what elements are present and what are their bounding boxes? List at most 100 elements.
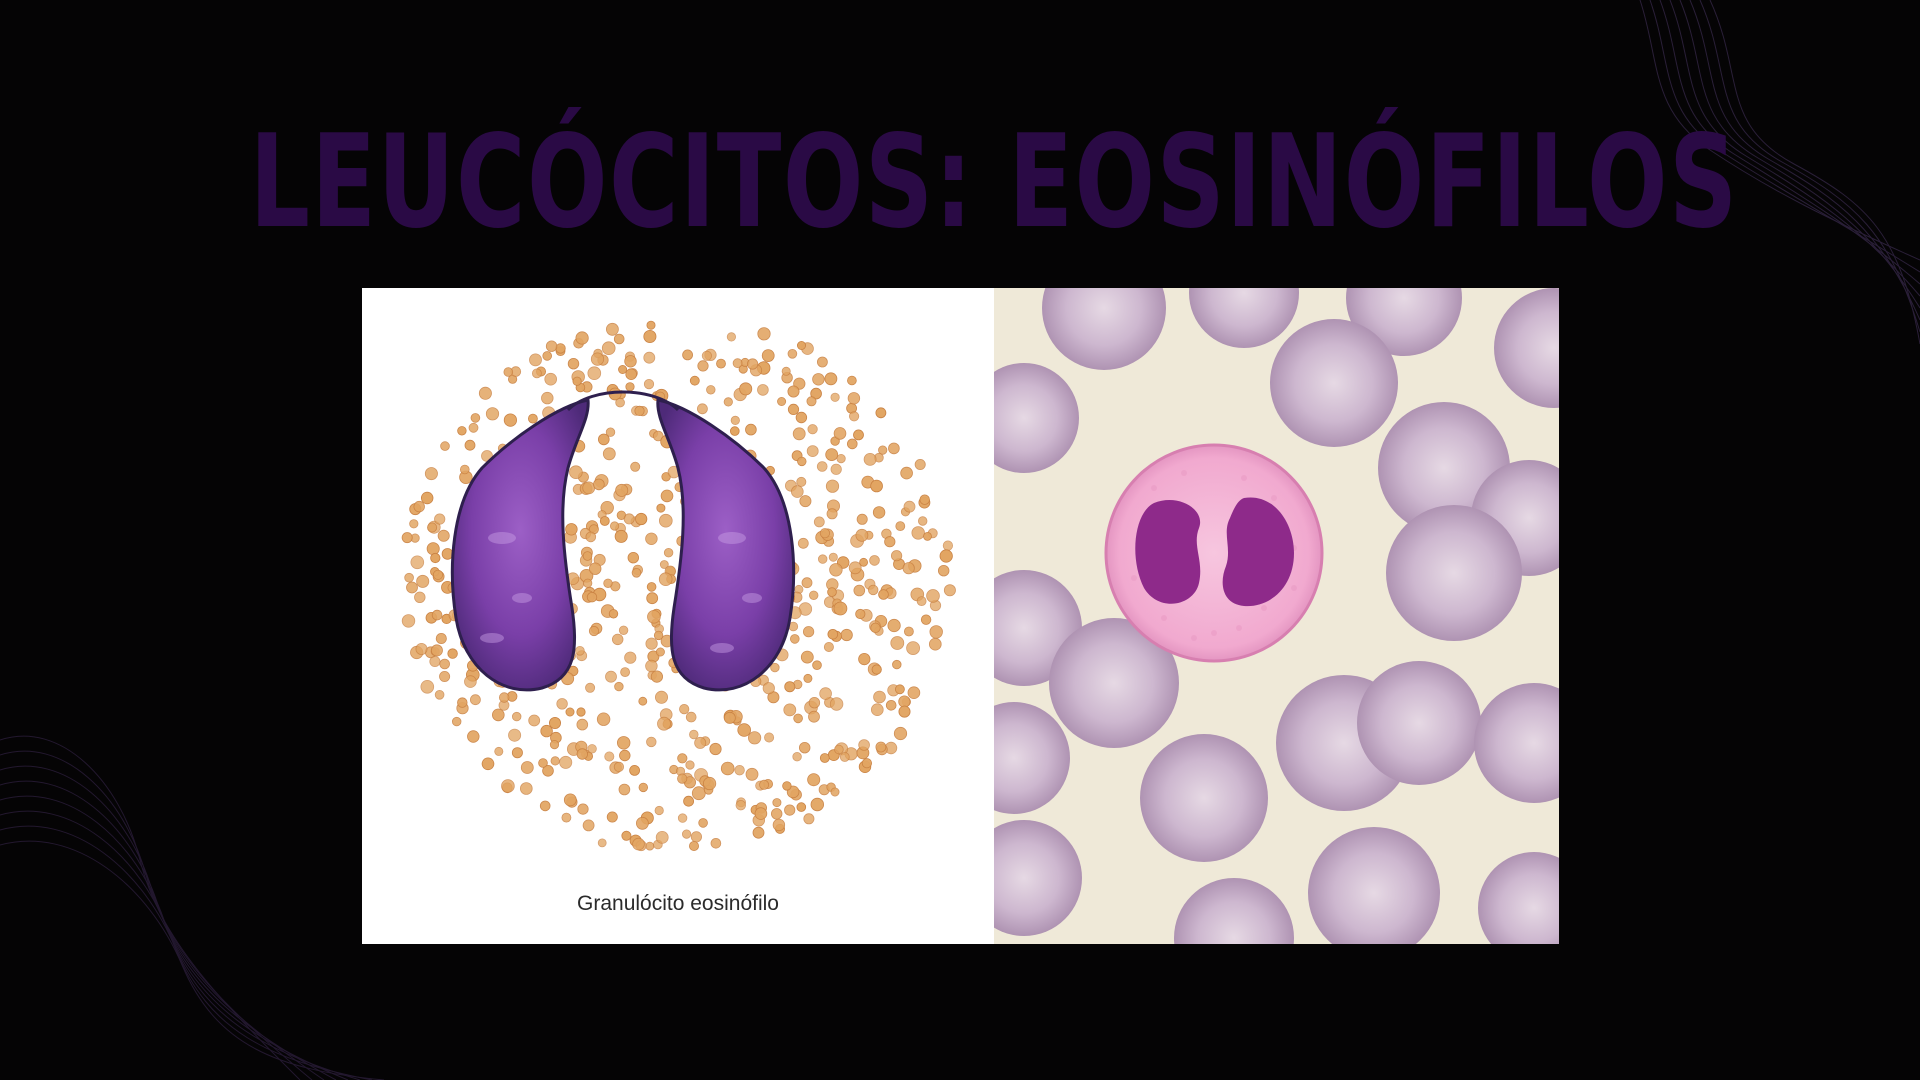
granule — [900, 466, 913, 480]
granule — [657, 716, 671, 731]
granule — [848, 561, 862, 575]
granule — [605, 427, 616, 437]
granule — [739, 382, 753, 396]
granule — [603, 578, 613, 589]
granule — [492, 708, 505, 722]
granule — [647, 609, 661, 624]
granule — [655, 647, 665, 657]
granule — [424, 467, 438, 481]
granule — [694, 736, 707, 749]
granule — [777, 397, 787, 407]
granule — [747, 731, 762, 745]
granule — [611, 633, 624, 646]
granule — [792, 427, 806, 441]
granule — [593, 478, 605, 491]
wave-lines-decoration-bottom-left — [0, 735, 385, 1080]
granule — [638, 696, 648, 706]
granule — [565, 523, 578, 536]
granule — [470, 413, 481, 423]
granule — [601, 341, 616, 355]
granule — [898, 705, 911, 718]
granule — [911, 526, 925, 540]
granule — [413, 500, 425, 513]
granule — [723, 397, 733, 407]
granule — [613, 333, 625, 345]
granule — [797, 537, 809, 549]
granule — [858, 652, 871, 666]
granule — [549, 739, 560, 750]
granule — [587, 744, 597, 754]
granule — [541, 391, 554, 405]
granule — [795, 411, 808, 424]
granule — [577, 803, 589, 815]
granule — [434, 689, 445, 700]
granule — [782, 781, 792, 791]
granule — [790, 485, 804, 498]
granule — [652, 430, 664, 442]
granule — [544, 372, 558, 386]
granule — [540, 724, 553, 738]
granule — [520, 761, 534, 774]
granule — [801, 577, 813, 589]
granule — [729, 426, 740, 436]
granule — [605, 322, 619, 336]
granule — [701, 350, 712, 361]
granule — [658, 513, 673, 528]
granule — [878, 445, 888, 455]
granule — [696, 403, 708, 415]
granule — [732, 358, 743, 369]
granule — [796, 802, 807, 812]
granule — [585, 531, 597, 543]
granule — [757, 327, 771, 341]
granule — [752, 826, 765, 839]
granule — [608, 609, 619, 619]
granule — [745, 767, 759, 781]
eosinophil-nucleus-right — [1222, 497, 1294, 607]
granule — [735, 800, 747, 811]
granule — [928, 637, 942, 651]
granule — [634, 405, 645, 417]
granule — [807, 773, 821, 787]
granule — [761, 349, 775, 362]
granule — [420, 491, 434, 505]
granule — [809, 590, 819, 601]
granule — [409, 519, 419, 529]
granule — [792, 752, 802, 762]
granule — [406, 581, 418, 594]
granule — [836, 454, 846, 464]
granule — [545, 340, 558, 352]
granule — [806, 396, 817, 407]
illustration-drawing — [401, 320, 956, 852]
granule — [685, 711, 697, 723]
granule — [563, 793, 577, 807]
granule — [834, 744, 844, 755]
granule — [567, 357, 580, 370]
granule — [784, 681, 796, 693]
granule — [803, 813, 815, 825]
granule — [617, 736, 631, 750]
granule — [679, 703, 690, 715]
granule — [615, 483, 629, 497]
granule — [677, 813, 688, 823]
granule — [808, 697, 821, 709]
granule — [431, 609, 443, 621]
granule — [873, 690, 886, 704]
granule — [602, 447, 616, 461]
granule — [904, 626, 914, 637]
granule — [943, 584, 956, 597]
nucleus-bridge — [566, 390, 680, 412]
granule — [863, 452, 877, 466]
granule — [572, 376, 582, 386]
granule — [720, 761, 735, 776]
eosinophil-nucleus-left — [1135, 500, 1201, 604]
granule — [498, 692, 510, 703]
granule — [494, 746, 504, 756]
granule — [855, 608, 866, 620]
granule — [942, 540, 954, 551]
granule — [451, 716, 462, 727]
granule — [691, 786, 706, 801]
granule — [787, 403, 800, 416]
granule — [799, 742, 811, 754]
granule — [745, 423, 757, 436]
granule — [771, 808, 783, 820]
